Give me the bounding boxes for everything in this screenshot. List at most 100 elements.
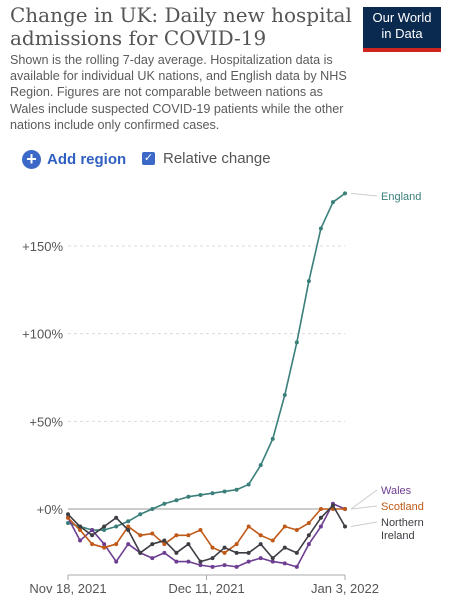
data-point bbox=[210, 564, 215, 569]
data-point bbox=[234, 550, 239, 555]
owid-logo[interactable]: Our World in Data bbox=[363, 7, 441, 52]
data-point bbox=[198, 528, 203, 533]
data-point bbox=[343, 507, 347, 511]
data-point bbox=[343, 191, 347, 196]
data-point bbox=[138, 512, 143, 517]
data-point bbox=[150, 531, 155, 536]
data-point bbox=[318, 507, 323, 511]
data-point bbox=[258, 556, 263, 561]
data-point bbox=[318, 226, 323, 231]
add-region-button[interactable]: + Add region bbox=[22, 150, 126, 169]
data-point bbox=[66, 521, 70, 526]
data-point bbox=[343, 524, 347, 529]
chart-subtitle: Shown is the rolling 7-day average. Hosp… bbox=[10, 53, 347, 132]
series-label: Scotland bbox=[381, 501, 424, 513]
data-point bbox=[114, 542, 119, 547]
data-point bbox=[174, 498, 179, 503]
data-point bbox=[282, 545, 287, 550]
data-point bbox=[246, 482, 251, 487]
data-point bbox=[90, 528, 95, 533]
data-point bbox=[126, 528, 131, 533]
y-tick-label: +100% bbox=[22, 327, 63, 342]
data-point bbox=[246, 550, 251, 555]
data-point bbox=[126, 519, 131, 524]
data-point bbox=[162, 550, 167, 555]
data-point bbox=[198, 563, 203, 568]
data-point bbox=[162, 538, 167, 543]
data-point bbox=[198, 559, 203, 564]
chart-grid bbox=[68, 245, 345, 510]
plus-icon: + bbox=[22, 150, 41, 169]
data-point bbox=[186, 542, 191, 547]
chart-title: Change in UK: Daily new hospital admissi… bbox=[10, 3, 352, 50]
data-point bbox=[222, 489, 227, 494]
label-connector bbox=[350, 192, 378, 197]
y-tick-label: +150% bbox=[22, 239, 63, 254]
data-point bbox=[138, 550, 143, 555]
logo-line-2: in Data bbox=[381, 26, 423, 41]
add-region-label: Add region bbox=[47, 151, 127, 168]
data-point bbox=[270, 556, 275, 561]
data-point bbox=[318, 515, 323, 520]
data-point bbox=[306, 542, 311, 547]
data-point bbox=[126, 524, 131, 529]
series-label: Ireland bbox=[381, 530, 415, 542]
data-point bbox=[150, 542, 155, 547]
relative-change-toggle[interactable]: ✓ Relative change bbox=[142, 150, 271, 167]
data-point bbox=[78, 524, 83, 529]
data-point bbox=[270, 436, 275, 441]
logo-line-1: Our World bbox=[372, 10, 432, 25]
data-point bbox=[174, 559, 179, 564]
data-point bbox=[114, 559, 119, 564]
data-point bbox=[126, 542, 131, 547]
data-point bbox=[222, 550, 227, 555]
data-point bbox=[186, 533, 191, 538]
data-point bbox=[246, 559, 251, 564]
x-tick-label: Dec 11, 2021 bbox=[168, 581, 244, 596]
data-point bbox=[102, 545, 107, 550]
data-point bbox=[270, 559, 275, 564]
data-point bbox=[330, 503, 335, 508]
data-point bbox=[210, 556, 215, 561]
checkbox-checked-icon[interactable]: ✓ bbox=[142, 152, 155, 165]
data-point bbox=[234, 542, 239, 547]
data-point bbox=[210, 545, 215, 550]
data-point bbox=[90, 542, 95, 547]
data-point bbox=[222, 563, 227, 568]
data-point bbox=[150, 556, 155, 561]
data-point bbox=[222, 545, 227, 550]
data-point bbox=[306, 279, 311, 284]
y-tick-label: +50% bbox=[29, 414, 63, 429]
data-point bbox=[102, 524, 107, 529]
x-tick-label: Jan 3, 2022 bbox=[311, 581, 379, 596]
data-point bbox=[246, 524, 251, 529]
data-point bbox=[306, 521, 311, 526]
data-point bbox=[330, 200, 335, 205]
data-point bbox=[186, 494, 191, 499]
data-point bbox=[114, 515, 119, 520]
data-point bbox=[282, 524, 287, 529]
data-point bbox=[66, 515, 70, 520]
x-tick-label: Nov 18, 2021 bbox=[29, 581, 106, 596]
data-point bbox=[138, 533, 143, 538]
data-point bbox=[162, 501, 167, 506]
data-point bbox=[186, 559, 191, 564]
data-point bbox=[294, 340, 299, 345]
data-point bbox=[318, 524, 323, 529]
data-point bbox=[102, 528, 107, 533]
label-connector bbox=[350, 505, 378, 510]
data-point bbox=[114, 524, 119, 529]
data-point bbox=[258, 463, 263, 468]
data-point bbox=[306, 533, 311, 538]
data-point bbox=[174, 550, 179, 555]
chart-series bbox=[66, 191, 347, 569]
data-point bbox=[234, 487, 239, 492]
data-point bbox=[102, 542, 107, 547]
label-connector bbox=[350, 489, 378, 510]
x-axis: Nov 18, 2021 Dec 11, 2021 Jan 3, 2022 bbox=[29, 574, 379, 596]
data-point bbox=[198, 492, 203, 497]
data-point bbox=[282, 393, 287, 398]
data-point bbox=[282, 561, 287, 566]
